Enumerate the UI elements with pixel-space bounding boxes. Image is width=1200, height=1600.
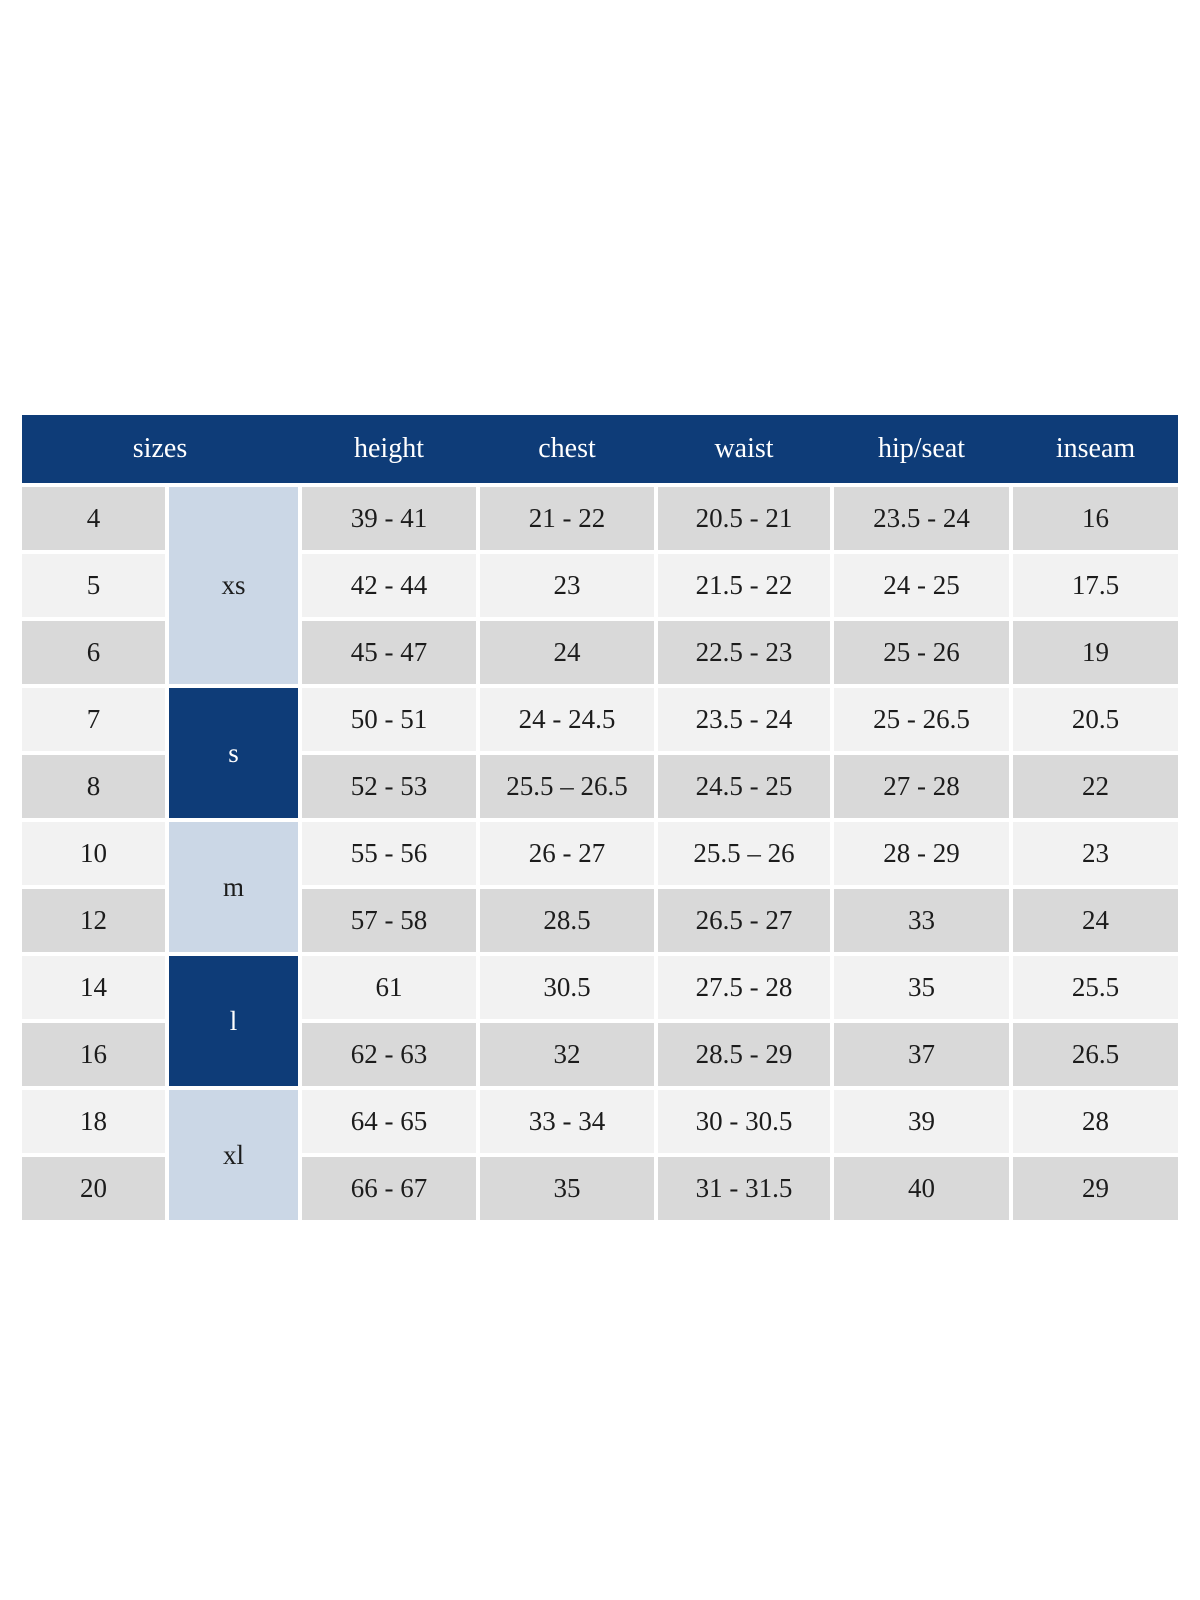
header-sizes: sizes bbox=[132, 433, 188, 464]
size-cell: 10 bbox=[22, 822, 165, 885]
hip-seat-cell: 37 bbox=[834, 1023, 1009, 1086]
hip-seat-cell: 35 bbox=[834, 956, 1009, 1019]
size-cell: 8 bbox=[22, 755, 165, 818]
height-cell: 64 - 65 bbox=[302, 1090, 476, 1153]
size-cell: 4 bbox=[22, 487, 165, 550]
height-cell: 66 - 67 bbox=[302, 1157, 476, 1220]
height-cell: 52 - 53 bbox=[302, 755, 476, 818]
size-group-xl: xl bbox=[169, 1090, 298, 1220]
hip-seat-cell: 40 bbox=[834, 1157, 1009, 1220]
height-cell: 57 - 58 bbox=[302, 889, 476, 952]
chest-cell: 24 bbox=[480, 621, 654, 684]
size-group-s: s bbox=[169, 688, 298, 818]
header-inseam: inseam bbox=[1055, 433, 1136, 464]
header-waist: waist bbox=[714, 433, 774, 464]
size-cell: 12 bbox=[22, 889, 165, 952]
height-cell: 50 - 51 bbox=[302, 688, 476, 751]
height-cell: 55 - 56 bbox=[302, 822, 476, 885]
header-chest: chest bbox=[538, 433, 596, 464]
size-group-m: m bbox=[169, 822, 298, 952]
inseam-cell: 26.5 bbox=[1013, 1023, 1178, 1086]
chest-cell: 24 - 24.5 bbox=[480, 688, 654, 751]
waist-cell: 23.5 - 24 bbox=[658, 688, 830, 751]
inseam-cell: 19 bbox=[1013, 621, 1178, 684]
inseam-cell: 20.5 bbox=[1013, 688, 1178, 751]
hip-seat-cell: 33 bbox=[834, 889, 1009, 952]
size-cell: 18 bbox=[22, 1090, 165, 1153]
inseam-cell: 17.5 bbox=[1013, 554, 1178, 617]
inseam-cell: 29 bbox=[1013, 1157, 1178, 1220]
hip-seat-cell: 28 - 29 bbox=[834, 822, 1009, 885]
table-header-row: sizes height chest waist hip/seat inseam bbox=[22, 415, 1178, 483]
waist-cell: 24.5 - 25 bbox=[658, 755, 830, 818]
waist-cell: 30 - 30.5 bbox=[658, 1090, 830, 1153]
waist-cell: 26.5 - 27 bbox=[658, 889, 830, 952]
inseam-cell: 24 bbox=[1013, 889, 1178, 952]
inseam-cell: 23 bbox=[1013, 822, 1178, 885]
inseam-cell: 25.5 bbox=[1013, 956, 1178, 1019]
size-cell: 5 bbox=[22, 554, 165, 617]
header-hip-seat: hip/seat bbox=[877, 433, 966, 464]
waist-cell: 20.5 - 21 bbox=[658, 487, 830, 550]
size-cell: 16 bbox=[22, 1023, 165, 1086]
chest-cell: 26 - 27 bbox=[480, 822, 654, 885]
inseam-cell: 28 bbox=[1013, 1090, 1178, 1153]
hip-seat-cell: 24 - 25 bbox=[834, 554, 1009, 617]
chest-cell: 33 - 34 bbox=[480, 1090, 654, 1153]
waist-cell: 28.5 - 29 bbox=[658, 1023, 830, 1086]
waist-cell: 21.5 - 22 bbox=[658, 554, 830, 617]
chest-cell: 28.5 bbox=[480, 889, 654, 952]
hip-seat-cell: 23.5 - 24 bbox=[834, 487, 1009, 550]
waist-cell: 25.5 – 26 bbox=[658, 822, 830, 885]
size-cell: 14 bbox=[22, 956, 165, 1019]
height-cell: 62 - 63 bbox=[302, 1023, 476, 1086]
waist-cell: 31 - 31.5 bbox=[658, 1157, 830, 1220]
hip-seat-cell: 27 - 28 bbox=[834, 755, 1009, 818]
chest-cell: 32 bbox=[480, 1023, 654, 1086]
size-group-l: l bbox=[169, 956, 298, 1086]
hip-seat-cell: 25 - 26.5 bbox=[834, 688, 1009, 751]
chest-cell: 23 bbox=[480, 554, 654, 617]
hip-seat-cell: 25 - 26 bbox=[834, 621, 1009, 684]
inseam-cell: 22 bbox=[1013, 755, 1178, 818]
chest-cell: 21 - 22 bbox=[480, 487, 654, 550]
height-cell: 61 bbox=[302, 956, 476, 1019]
size-cell: 20 bbox=[22, 1157, 165, 1220]
size-cell: 6 bbox=[22, 621, 165, 684]
size-chart-table: sizes height chest waist hip/seat inseam… bbox=[22, 415, 1178, 1220]
waist-cell: 27.5 - 28 bbox=[658, 956, 830, 1019]
size-cell: 7 bbox=[22, 688, 165, 751]
waist-cell: 22.5 - 23 bbox=[658, 621, 830, 684]
header-height: height bbox=[354, 433, 424, 464]
chest-cell: 30.5 bbox=[480, 956, 654, 1019]
inseam-cell: 16 bbox=[1013, 487, 1178, 550]
chest-cell: 35 bbox=[480, 1157, 654, 1220]
height-cell: 39 - 41 bbox=[302, 487, 476, 550]
size-group-xs: xs bbox=[169, 487, 298, 684]
height-cell: 45 - 47 bbox=[302, 621, 476, 684]
height-cell: 42 - 44 bbox=[302, 554, 476, 617]
hip-seat-cell: 39 bbox=[834, 1090, 1009, 1153]
chest-cell: 25.5 – 26.5 bbox=[480, 755, 654, 818]
